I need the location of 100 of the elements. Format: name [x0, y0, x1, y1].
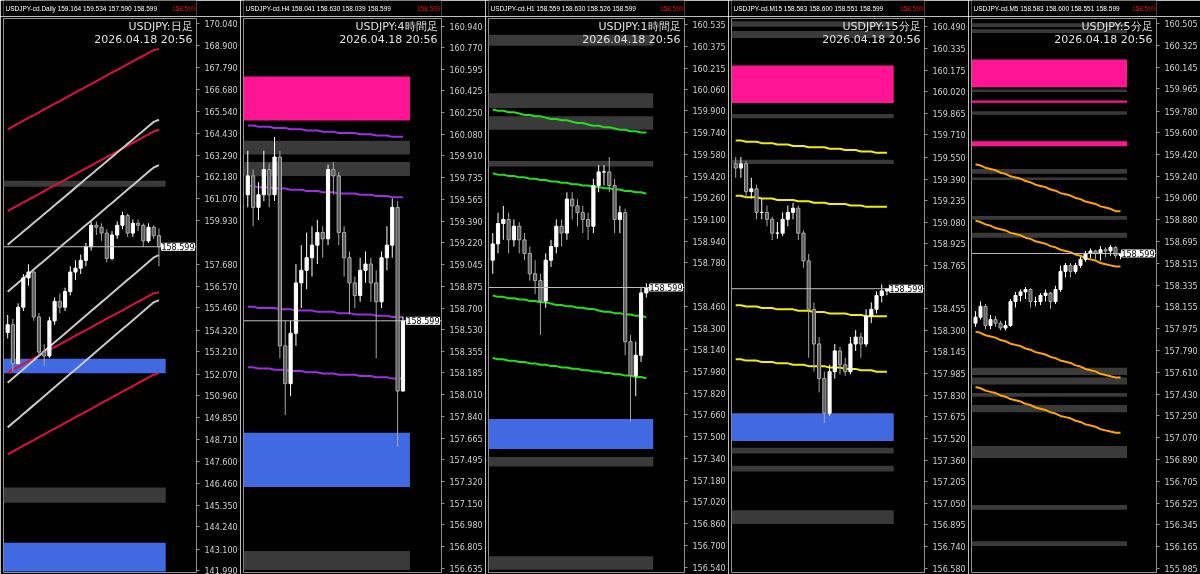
- y-tick-label: 165.540: [204, 107, 238, 117]
- y-tick-label: 156.580: [932, 564, 966, 574]
- candlestick: [89, 220, 94, 252]
- line-series: [974, 386, 1122, 434]
- candlestick: [733, 156, 738, 179]
- y-tick-label: 158.010: [449, 391, 483, 401]
- ref-line-label: 158.599: [161, 243, 195, 253]
- y-tick-label: 160.490: [932, 23, 966, 33]
- y-tick-label: 158.145: [932, 348, 966, 358]
- y-tick-label: 157.660: [692, 411, 726, 421]
- y-tick-label: 156.980: [449, 521, 483, 531]
- y-tick-label: 160.595: [449, 65, 483, 75]
- y-tick-label: 159.420: [692, 172, 726, 182]
- candlestick: [256, 181, 261, 221]
- y-tick-label: 157.680: [204, 261, 238, 271]
- y-tick-label: 157.500: [692, 433, 726, 443]
- line-series: [246, 366, 404, 380]
- y-tick-label: 156.570: [204, 282, 238, 292]
- candlestick: [320, 225, 325, 259]
- y-tick-label: 156.895: [932, 521, 966, 531]
- y-tick-label: 156.740: [932, 542, 966, 552]
- y-tick-label: 158.875: [449, 282, 483, 292]
- y-tick-label: 154.320: [204, 326, 238, 336]
- candlestick: [245, 150, 250, 208]
- y-tick-label: 157.830: [932, 391, 966, 401]
- candlestick: [156, 228, 162, 267]
- ref-line-label: 158.599: [649, 283, 683, 293]
- y-tick-label: 156.805: [449, 543, 483, 553]
- candlestick: [790, 202, 796, 220]
- candlestick: [125, 213, 130, 238]
- y-tick-label: 155.460: [204, 304, 238, 314]
- y-tick-label: 167.790: [204, 63, 238, 73]
- annotation: 2026.04.18 20:56: [339, 32, 438, 46]
- y-tick-label: 158.880: [1164, 216, 1198, 226]
- candlestick: [754, 184, 759, 220]
- y-tick-label: 157.520: [932, 434, 966, 444]
- y-tick-label: 152.070: [204, 370, 238, 380]
- y-tick-label: 157.320: [449, 478, 483, 488]
- y-tick-label: 159.900: [692, 107, 726, 117]
- line-series: [734, 304, 888, 318]
- y-tick-label: 159.735: [449, 174, 483, 184]
- candlestick: [506, 212, 511, 254]
- candlestick: [617, 205, 622, 234]
- y-tick-label: 160.535: [692, 21, 726, 31]
- y-tick-label: 158.695: [1164, 238, 1198, 248]
- y-tick-label: 158.780: [692, 259, 726, 269]
- candlestick: [749, 177, 754, 200]
- annotation: USDJPY:4時間足: [355, 19, 438, 33]
- line-series: [6, 299, 160, 429]
- y-tick-label: 159.080: [932, 218, 966, 228]
- line-series: [974, 163, 1122, 213]
- y-tick-label: 158.460: [692, 302, 726, 312]
- y-tick-label: 158.300: [932, 326, 966, 336]
- candlestick: [983, 303, 988, 330]
- candlestick: [57, 293, 62, 314]
- annotation: USDJPY:5分足: [1081, 19, 1153, 33]
- y-tick-label: 159.420: [1164, 151, 1198, 161]
- y-tick-label: 159.045: [449, 261, 483, 271]
- candlestick: [146, 222, 151, 244]
- y-tick-label: 158.940: [692, 237, 726, 247]
- y-tick-label: 157.495: [449, 456, 483, 466]
- candlestick: [738, 156, 743, 179]
- y-tick-label: 153.210: [204, 348, 238, 358]
- candlestick: [858, 332, 863, 359]
- y-tick-label: 156.635: [449, 564, 483, 574]
- y-tick-label: 158.335: [1164, 281, 1198, 291]
- y-tick-label: 156.700: [692, 541, 726, 551]
- y-tick-label: 159.580: [692, 150, 726, 160]
- y-tick-label: 156.705: [1164, 478, 1198, 488]
- y-tick-label: 160.325: [1164, 42, 1198, 52]
- y-tick-label: 160.425: [449, 87, 483, 97]
- y-tick-label: 168.900: [204, 42, 238, 52]
- y-tick-label: 157.150: [449, 499, 483, 509]
- y-tick-label: 159.910: [449, 152, 483, 162]
- y-tick-label: 159.060: [1164, 194, 1198, 204]
- ref-line-label: 158.599: [1121, 249, 1155, 259]
- y-tick-label: 157.205: [932, 478, 966, 488]
- line-series: [246, 305, 404, 318]
- y-tick-label: 159.235: [932, 197, 966, 207]
- y-tick-label: 148.710: [204, 436, 238, 446]
- y-tick-label: 157.050: [932, 499, 966, 509]
- line-series: [6, 128, 160, 213]
- y-tick-label: 157.980: [692, 368, 726, 378]
- ref-line-label: 158.599: [889, 285, 923, 295]
- y-tick-label: 158.140: [692, 346, 726, 356]
- y-tick-label: 156.540: [692, 563, 726, 573]
- y-tick-label: 160.250: [449, 109, 483, 119]
- line-series: [734, 194, 888, 208]
- y-tick-label: 146.460: [204, 480, 238, 490]
- y-tick-label: 156.165: [1164, 543, 1198, 553]
- y-tick-label: 159.740: [692, 129, 726, 139]
- y-tick-label: 158.515: [1164, 260, 1198, 270]
- line-series: [491, 356, 648, 380]
- annotation: USDJPY:1時間足: [598, 19, 681, 33]
- y-tick-label: 158.355: [449, 348, 483, 358]
- y-tick-label: 164.430: [204, 129, 238, 139]
- y-tick-label: 160.175: [932, 66, 966, 76]
- y-tick-label: 160.770: [449, 43, 483, 53]
- y-tick-label: 156.525: [1164, 499, 1198, 509]
- y-tick-label: 157.975: [1164, 325, 1198, 335]
